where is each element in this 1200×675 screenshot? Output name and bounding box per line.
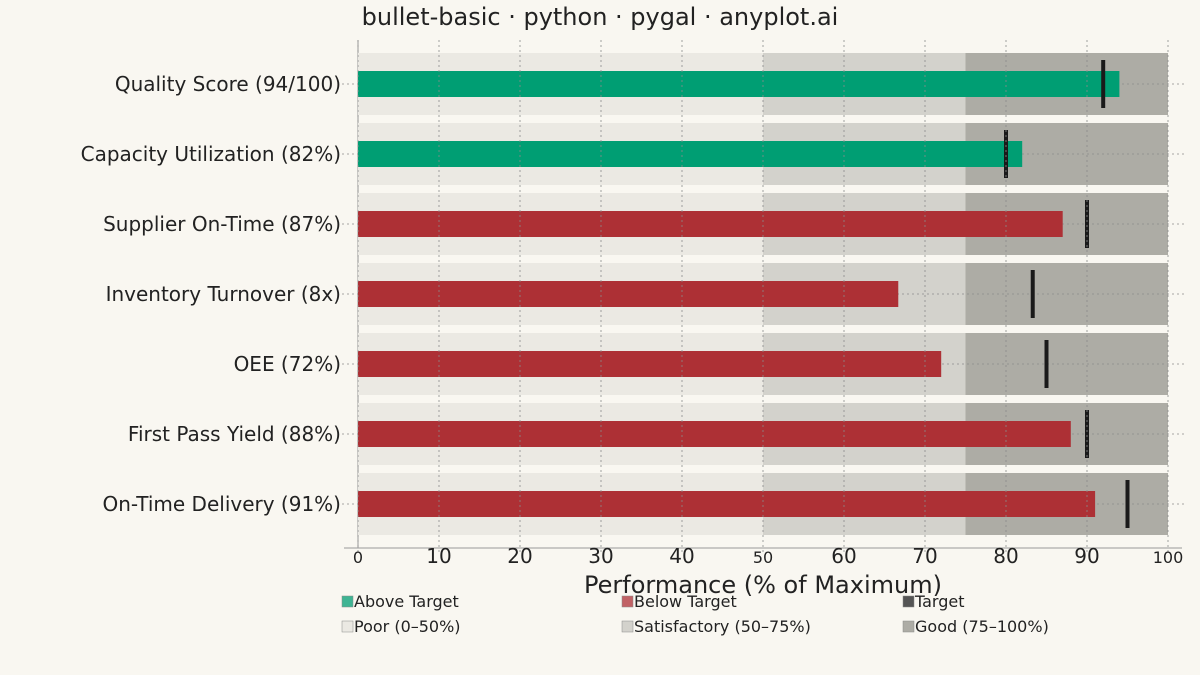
x-axis-label: Performance (% of Maximum) bbox=[584, 571, 942, 599]
legend-swatch-2 bbox=[902, 595, 915, 608]
target-marker-2 bbox=[1085, 200, 1089, 248]
legend: Above Target Below Target Target Poor (0–50… bbox=[341, 592, 1049, 636]
plot-area: Quality Score (94/100) Capacity Utilizati… bbox=[81, 40, 1184, 568]
chart-title: bullet-basic · python · pygal · anyplot.… bbox=[362, 3, 839, 31]
legend-label-0: Above Target bbox=[354, 592, 459, 611]
target-marker-6 bbox=[1125, 480, 1130, 528]
legend-swatch-5 bbox=[902, 620, 915, 633]
category-label-5: First Pass Yield (88%) bbox=[128, 422, 341, 446]
actual-bar-4 bbox=[358, 351, 942, 377]
legend-swatch-4 bbox=[621, 620, 634, 633]
legend-label-2: Target bbox=[914, 592, 965, 611]
legend-swatch-0 bbox=[341, 595, 354, 608]
x-tick-label: 50 bbox=[753, 548, 773, 567]
range-band-3-2 bbox=[965, 263, 1168, 325]
legend-label-5: Good (75–100%) bbox=[915, 617, 1049, 636]
category-label-2: Supplier On-Time (87%) bbox=[103, 212, 341, 236]
x-tick-label: 10 bbox=[426, 544, 451, 568]
target-marker-3 bbox=[1030, 270, 1035, 318]
x-tick-label: 100 bbox=[1153, 548, 1184, 567]
x-tick-label: 0 bbox=[353, 548, 363, 567]
category-label-6: On-Time Delivery (91%) bbox=[102, 492, 341, 516]
category-label-1: Capacity Utilization (82%) bbox=[81, 142, 341, 166]
x-tick-label: 40 bbox=[669, 544, 694, 568]
actual-bar-1 bbox=[358, 141, 1023, 167]
target-marker-5 bbox=[1085, 410, 1089, 458]
category-label-0: Quality Score (94/100) bbox=[115, 72, 341, 96]
legend-swatch-3 bbox=[341, 620, 354, 633]
legend-label-3: Poor (0–50%) bbox=[354, 617, 461, 636]
actual-bar-0 bbox=[358, 71, 1120, 97]
x-tick-label: 80 bbox=[993, 544, 1018, 568]
x-tick-label: 20 bbox=[507, 544, 532, 568]
actual-bar-5 bbox=[358, 421, 1071, 447]
category-label-4: OEE (72%) bbox=[234, 352, 341, 376]
x-tick-label: 70 bbox=[912, 544, 937, 568]
x-tick-label: 60 bbox=[831, 544, 856, 568]
actual-bar-3 bbox=[358, 281, 899, 307]
actual-bar-6 bbox=[358, 491, 1096, 517]
range-band-4-2 bbox=[965, 333, 1168, 395]
category-label-3: Inventory Turnover (8x) bbox=[106, 282, 341, 306]
x-tick-label: 90 bbox=[1074, 544, 1099, 568]
legend-label-1: Below Target bbox=[634, 592, 737, 611]
legend-label-4: Satisfactory (50–75%) bbox=[634, 617, 811, 636]
target-marker-4 bbox=[1044, 340, 1049, 388]
legend-swatch-1 bbox=[621, 595, 634, 608]
x-tick-label: 30 bbox=[588, 544, 613, 568]
actual-bar-2 bbox=[358, 211, 1063, 237]
target-marker-1 bbox=[1004, 130, 1008, 178]
target-marker-0 bbox=[1101, 60, 1106, 108]
